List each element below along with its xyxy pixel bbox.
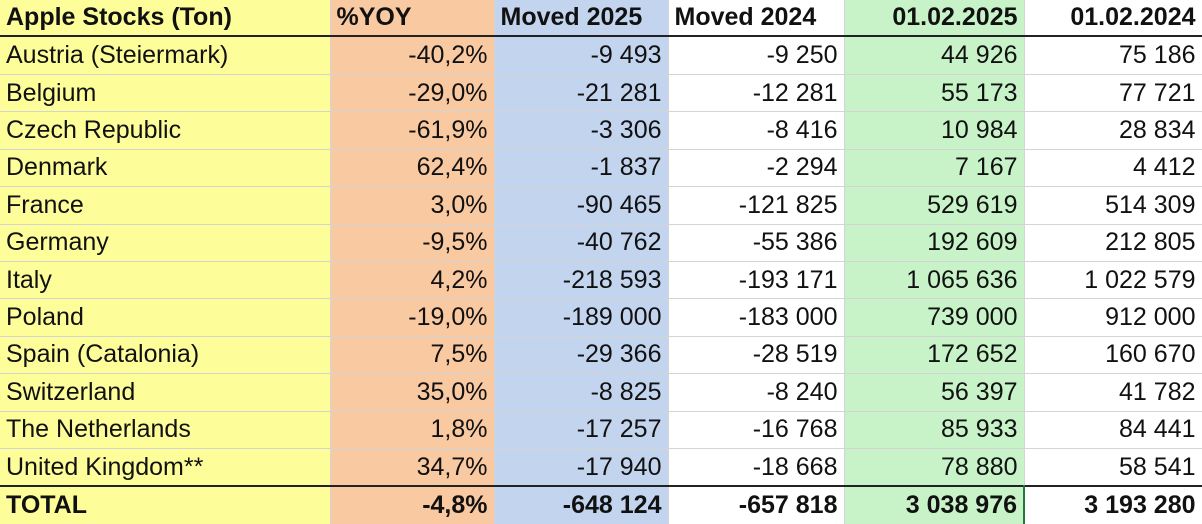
cell-country[interactable]: Denmark xyxy=(0,149,331,188)
cell-moved-2024[interactable]: -121 825 xyxy=(668,186,845,225)
cell-stock-2024-02-01[interactable]: 41 782 xyxy=(1024,373,1202,412)
cell-stock-2025-02-01[interactable]: 1 065 636 xyxy=(844,261,1025,300)
cell-moved-2024[interactable]: -657 818 xyxy=(668,485,845,524)
table-row: Switzerland 35,0% -8 825 -8 240 56 397 41 782 xyxy=(0,373,1202,412)
cell-country[interactable]: The Netherlands xyxy=(0,411,331,450)
cell-moved-2025[interactable]: -3 306 xyxy=(494,111,669,150)
cell-moved-2024[interactable]: -193 171 xyxy=(668,261,845,300)
header-yoy[interactable]: %YOY xyxy=(330,0,495,38)
cell-stock-2025-02-01[interactable]: 10 984 xyxy=(844,111,1025,150)
table-row: France 3,0% -90 465 -121 825 529 619 514 309 xyxy=(0,186,1202,225)
cell-moved-2024[interactable]: -18 668 xyxy=(668,448,845,487)
header-stock-2024-02-01[interactable]: 01.02.2024 xyxy=(1024,0,1202,38)
cell-moved-2024[interactable]: -28 519 xyxy=(668,336,845,375)
cell-yoy[interactable]: -9,5% xyxy=(330,224,495,262)
table-row: Czech Republic -61,9% -3 306 -8 416 10 984 28… xyxy=(0,111,1202,150)
cell-country[interactable]: TOTAL xyxy=(0,485,331,524)
cell-moved-2024[interactable]: -12 281 xyxy=(668,74,845,113)
cell-stock-2025-02-01[interactable]: 739 000 xyxy=(844,298,1025,337)
table-row: Austria (Steiermark) -40,2% -9 493 -9 250 44… xyxy=(0,36,1202,75)
cell-stock-2024-02-01[interactable]: 1 022 579 xyxy=(1024,261,1202,300)
table-row: Germany -9,5% -40 762 -55 386 192 609 212 805 xyxy=(0,224,1202,262)
cell-moved-2024[interactable]: -183 000 xyxy=(668,298,845,337)
cell-stock-2025-02-01[interactable]: 192 609 xyxy=(844,224,1025,262)
cell-country[interactable]: France xyxy=(0,186,331,225)
cell-yoy[interactable]: 4,2% xyxy=(330,261,495,300)
cell-stock-2024-02-01[interactable]: 77 721 xyxy=(1024,74,1202,113)
cell-stock-2025-02-01[interactable]: 7 167 xyxy=(844,149,1025,188)
cell-moved-2025[interactable]: -648 124 xyxy=(494,485,669,524)
cell-moved-2024[interactable]: -2 294 xyxy=(668,149,845,188)
cell-country[interactable]: United Kingdom** xyxy=(0,448,331,487)
cell-stock-2024-02-01[interactable]: 212 805 xyxy=(1024,224,1202,262)
cell-stock-2024-02-01[interactable]: 160 670 xyxy=(1024,336,1202,375)
cell-yoy[interactable]: 34,7% xyxy=(330,448,495,487)
cell-yoy[interactable]: -19,0% xyxy=(330,298,495,337)
cell-yoy[interactable]: -29,0% xyxy=(330,74,495,113)
cell-yoy[interactable]: -40,2% xyxy=(330,36,495,75)
header-country[interactable]: Apple Stocks (Ton) xyxy=(0,0,331,38)
cell-yoy[interactable]: 62,4% xyxy=(330,149,495,188)
cell-moved-2024[interactable]: -9 250 xyxy=(668,36,845,75)
cell-yoy[interactable]: 1,8% xyxy=(330,411,495,450)
table-row: Poland -19,0% -189 000 -183 000 739 000 912 0… xyxy=(0,298,1202,337)
cell-stock-2024-02-01[interactable]: 4 412 xyxy=(1024,149,1202,188)
table-row: Italy 4,2% -218 593 -193 171 1 065 636 1 022 … xyxy=(0,261,1202,300)
cell-country[interactable]: Czech Republic xyxy=(0,111,331,150)
cell-stock-2024-02-01[interactable]: 514 309 xyxy=(1024,186,1202,225)
cell-stock-2025-02-01[interactable]: 56 397 xyxy=(844,373,1025,412)
cell-yoy[interactable]: 3,0% xyxy=(330,186,495,225)
cell-moved-2025[interactable]: -40 762 xyxy=(494,224,669,262)
cell-moved-2025[interactable]: -189 000 xyxy=(494,298,669,337)
cell-stock-2024-02-01[interactable]: 75 186 xyxy=(1024,36,1202,75)
cell-moved-2025[interactable]: -1 837 xyxy=(494,149,669,188)
cell-moved-2025[interactable]: -29 366 xyxy=(494,336,669,375)
table-row: Belgium -29,0% -21 281 -12 281 55 173 77 721 xyxy=(0,74,1202,113)
header-row: Apple Stocks (Ton) %YOY Moved 2025 Moved 20… xyxy=(0,0,1202,38)
cell-country[interactable]: Italy xyxy=(0,261,331,300)
cell-moved-2025[interactable]: -17 257 xyxy=(494,411,669,450)
cell-yoy[interactable]: 35,0% xyxy=(330,373,495,412)
cell-stock-2025-02-01[interactable]: 172 652 xyxy=(844,336,1025,375)
header-stock-2025-02-01[interactable]: 01.02.2025 xyxy=(844,0,1025,38)
cell-moved-2025[interactable]: -21 281 xyxy=(494,74,669,113)
cell-moved-2024[interactable]: -55 386 xyxy=(668,224,845,262)
cell-stock-2024-02-01[interactable]: 84 441 xyxy=(1024,411,1202,450)
cell-country[interactable]: Poland xyxy=(0,298,331,337)
header-moved-2024[interactable]: Moved 2024 xyxy=(668,0,845,38)
cell-country[interactable]: Belgium xyxy=(0,74,331,113)
cell-yoy[interactable]: 7,5% xyxy=(330,336,495,375)
table-row: United Kingdom** 34,7% -17 940 -18 668 78 88… xyxy=(0,448,1202,487)
cell-stock-2025-02-01[interactable]: 55 173 xyxy=(844,74,1025,113)
cell-yoy[interactable]: -61,9% xyxy=(330,111,495,150)
table-row: The Netherlands 1,8% -17 257 -16 768 85 933 8… xyxy=(0,411,1202,450)
cell-stock-2024-02-01[interactable]: 912 000 xyxy=(1024,298,1202,337)
cell-yoy[interactable]: -4,8% xyxy=(330,485,495,524)
cell-stock-2025-02-01[interactable]: 78 880 xyxy=(844,448,1025,487)
cell-moved-2025[interactable]: -8 825 xyxy=(494,373,669,412)
cell-moved-2024[interactable]: -8 416 xyxy=(668,111,845,150)
cell-country[interactable]: Switzerland xyxy=(0,373,331,412)
cell-stock-2025-02-01[interactable]: 85 933 xyxy=(844,411,1025,450)
cell-moved-2025[interactable]: -9 493 xyxy=(494,36,669,75)
cell-moved-2025[interactable]: -218 593 xyxy=(494,261,669,300)
cell-stock-2024-02-01[interactable]: 3 193 280 xyxy=(1023,485,1202,524)
table-row: Denmark 62,4% -1 837 -2 294 7 167 4 412 xyxy=(0,149,1202,188)
total-row: TOTAL -4,8% -648 124 -657 818 3 038 976 3 193… xyxy=(0,485,1202,524)
cell-stock-2024-02-01[interactable]: 58 541 xyxy=(1024,448,1202,487)
header-moved-2025[interactable]: Moved 2025 xyxy=(494,0,669,38)
cell-stock-2025-02-01[interactable]: 44 926 xyxy=(844,36,1025,75)
cell-country[interactable]: Spain (Catalonia) xyxy=(0,336,331,375)
cell-moved-2025[interactable]: -17 940 xyxy=(494,448,669,487)
cell-moved-2025[interactable]: -90 465 xyxy=(494,186,669,225)
cell-country[interactable]: Austria (Steiermark) xyxy=(0,36,331,75)
cell-stock-2025-02-01[interactable]: 529 619 xyxy=(844,186,1025,225)
cell-country[interactable]: Germany xyxy=(0,224,331,262)
cell-stock-2024-02-01[interactable]: 28 834 xyxy=(1024,111,1202,150)
cell-moved-2024[interactable]: -16 768 xyxy=(668,411,845,450)
cell-stock-2025-02-01[interactable]: 3 038 976 xyxy=(844,485,1025,524)
table-row: Spain (Catalonia) 7,5% -29 366 -28 519 172 6… xyxy=(0,336,1202,375)
cell-moved-2024[interactable]: -8 240 xyxy=(668,373,845,412)
